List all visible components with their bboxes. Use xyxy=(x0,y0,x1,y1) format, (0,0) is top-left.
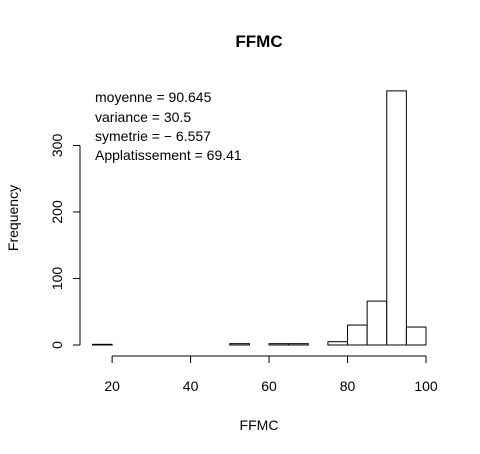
x-axis: 20 40 60 80 100 xyxy=(104,355,438,394)
bars-group xyxy=(92,90,427,346)
histogram-bar xyxy=(386,90,407,346)
histogram-bar xyxy=(366,300,388,346)
annotations-group: moyenne = 90.645 variance = 30.5 symetri… xyxy=(95,89,242,163)
y-tick-label: 100 xyxy=(49,267,65,291)
annotation-skewness: symetrie = − 6.557 xyxy=(95,128,211,144)
y-axis-label: Frequency xyxy=(5,185,21,251)
annotation-kurtosis: Applatissement = 69.41 xyxy=(95,147,242,163)
x-tick-label: 40 xyxy=(183,378,199,394)
histogram-bar xyxy=(268,343,290,346)
annotation-variance: variance = 30.5 xyxy=(95,109,191,125)
x-tick-label: 80 xyxy=(340,378,356,394)
histogram-bar xyxy=(288,343,309,346)
histogram-bar xyxy=(405,326,427,346)
histogram-bar xyxy=(327,341,349,346)
histogram-bar xyxy=(92,343,113,346)
y-axis: 0 100 200 300 xyxy=(49,134,81,349)
x-tick-label: 100 xyxy=(414,378,438,394)
y-tick-label: 0 xyxy=(49,341,65,349)
y-tick-label: 300 xyxy=(49,134,65,158)
x-tick-label: 60 xyxy=(261,378,277,394)
chart-title: FFMC xyxy=(235,32,282,51)
annotation-mean: moyenne = 90.645 xyxy=(95,89,212,105)
x-axis-label: FFMC xyxy=(240,417,279,433)
histogram-bar xyxy=(229,343,250,346)
histogram-bar xyxy=(347,324,368,346)
x-tick-label: 20 xyxy=(104,378,120,394)
y-tick-label: 200 xyxy=(49,200,65,224)
